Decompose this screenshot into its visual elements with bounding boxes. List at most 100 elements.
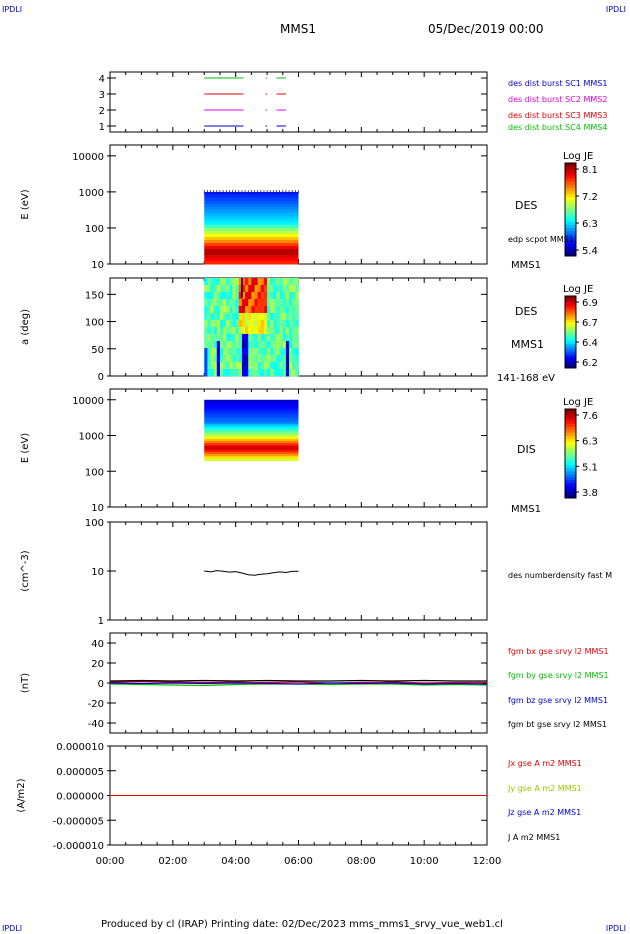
- pitch-cell: [223, 278, 227, 286]
- pitch-cell: [232, 306, 237, 314]
- des-pitch-colorbar-color-step: [565, 356, 576, 359]
- spectrogram-cell: [204, 456, 299, 459]
- des-pitch-colorbar-color-step: [565, 360, 576, 364]
- pitch-cell: [285, 313, 290, 321]
- pitch-cell: [263, 341, 268, 349]
- pitch-cell: [219, 327, 224, 335]
- pitch-cell: [219, 299, 224, 307]
- des-energy-colorbar-color-step: [565, 194, 576, 198]
- current-panel-ytick-label: 0.000010: [56, 742, 104, 753]
- des-energy-colorbar-color-step: [565, 184, 576, 189]
- pitch-cell: [276, 278, 281, 286]
- pitch-cell: [276, 355, 281, 363]
- des-energy-colorbar-color-step: [565, 175, 576, 179]
- pitch-cell: [223, 292, 227, 300]
- des-pitch-colorbar-tick-label: 6.4: [582, 338, 598, 349]
- des-energy-colorbar-color-step: [565, 209, 576, 214]
- pitch-cell: [289, 292, 293, 300]
- des-pitch-colorbar-color-step: [565, 315, 576, 319]
- pitch-cell: [229, 341, 233, 349]
- pitch-cell: [263, 313, 268, 321]
- pitch-cell: [257, 334, 262, 342]
- des-pitch-colorbar-color-step: [565, 341, 576, 345]
- pitch-cell: [251, 306, 255, 314]
- pitch-cell: [263, 278, 268, 286]
- density-panel-ytick-label: 1: [98, 616, 104, 627]
- pitch-cell: [232, 362, 237, 370]
- pitch-cell: [226, 362, 230, 370]
- pitch-cell: [235, 327, 240, 335]
- pitch-cell: [241, 285, 246, 293]
- spectrogram-cell: [204, 224, 299, 229]
- pitch-cell: [276, 320, 281, 328]
- des-energy-colorbar-color-step: [565, 249, 576, 254]
- pitch-cell: [238, 348, 243, 356]
- current-panel-ytick-label: -0.000005: [53, 816, 104, 827]
- pitch-cell: [279, 334, 284, 342]
- pitch-cell: [229, 320, 233, 328]
- pitch-cell: [204, 348, 208, 356]
- bfield-line: [109, 679, 487, 682]
- pitch-cell: [213, 348, 218, 356]
- pitch-cell: [254, 355, 259, 363]
- pitch-cell: [245, 327, 249, 335]
- dis-energy-colorbar-color-step: [565, 435, 576, 440]
- pitch-cell: [257, 348, 262, 356]
- pitch-cell: [204, 278, 208, 286]
- pitch-cell: [295, 299, 299, 307]
- pitch-cell: [216, 292, 221, 300]
- pitch-cell: [254, 334, 259, 342]
- pitch-cell: [276, 348, 281, 356]
- pitch-cell: [282, 355, 287, 363]
- pitch-cell: [219, 369, 224, 377]
- des-energy-colorbar-tick-label: 7.2: [582, 192, 598, 203]
- pitch-cell: [263, 292, 268, 300]
- pitch-cell: [210, 362, 215, 370]
- pitch-cell: [235, 292, 240, 300]
- pitch-cell: [219, 334, 224, 342]
- des-pitch-colorbar-color-step: [565, 363, 576, 367]
- pitch-cell: [232, 285, 237, 293]
- spectrogram-cell: [204, 406, 299, 409]
- des-energy-colorbar-color-step: [565, 197, 576, 201]
- bfield-line: [109, 682, 488, 685]
- spectrogram-cell: [204, 427, 299, 431]
- pitch-cell: [226, 334, 230, 342]
- pitch-cell: [267, 320, 271, 328]
- des-energy-colorbar-color-step: [565, 190, 576, 195]
- pitch-cell: [229, 292, 233, 300]
- pitch-cell: [216, 278, 221, 286]
- pitch-cell: [248, 355, 252, 363]
- pitch-cell: [241, 362, 246, 370]
- des-pitch-colorbar-outline: [564, 295, 577, 369]
- spectrogram-cell: [204, 417, 299, 420]
- pitch-cell: [213, 299, 218, 307]
- spectrogram-cell: [204, 218, 299, 223]
- pitch-cell: [285, 306, 290, 314]
- dis-energy-colorbar-color-step: [565, 489, 576, 493]
- pitch-cell: [267, 362, 271, 370]
- pitch-cell: [251, 292, 255, 300]
- pitch-cell: [292, 369, 296, 377]
- pitch-cell: [216, 306, 221, 314]
- pitch-cell: [292, 327, 296, 335]
- pitch-cell: [245, 355, 249, 363]
- pitch-cell: [223, 369, 227, 377]
- pitch-cell: [292, 285, 296, 293]
- pitch-cell: [270, 299, 274, 307]
- pitch-cell: [226, 299, 230, 307]
- des-pitch-colorbar-color-step: [565, 317, 576, 321]
- dis-energy-colorbar-color-step: [565, 409, 576, 413]
- pitch-cell: [245, 362, 249, 370]
- pitch-cell: [289, 334, 293, 342]
- pitch-cell: [273, 306, 277, 314]
- bfield-panel-ytick-label: -40: [88, 719, 104, 730]
- spectrogram-cell: [204, 404, 299, 407]
- dis-energy-colorbar-color-step: [565, 453, 576, 457]
- pitch-cell: [207, 348, 211, 356]
- pitch-cell: [226, 369, 230, 377]
- pitch-cell: [219, 313, 224, 321]
- pitch-cell: [245, 369, 249, 377]
- pitch-cell: [210, 334, 215, 342]
- pitch-cell: [216, 369, 221, 377]
